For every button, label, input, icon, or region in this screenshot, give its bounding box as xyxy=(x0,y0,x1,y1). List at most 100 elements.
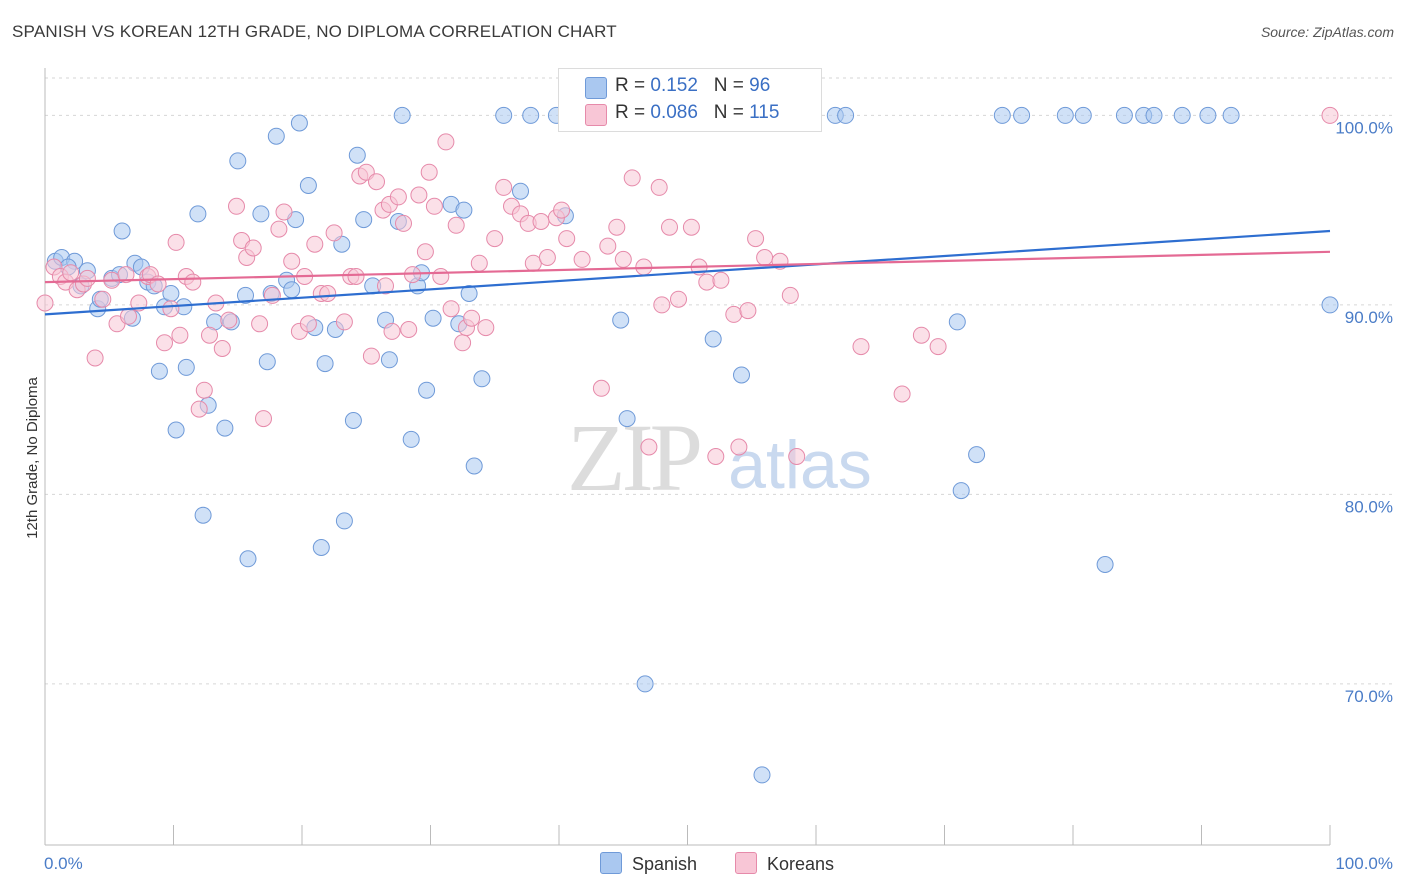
korean-point xyxy=(190,400,208,418)
korean-point xyxy=(244,239,262,257)
korean-point xyxy=(756,249,774,266)
r-label: R = xyxy=(615,75,651,96)
spanish-point xyxy=(1321,296,1339,314)
korean-point xyxy=(524,254,542,272)
spanish-point xyxy=(229,152,247,170)
spanish-point xyxy=(216,419,234,437)
y-axis-label: 12th Grade, No Diploma xyxy=(24,376,41,538)
korean-trend-line xyxy=(44,250,1331,284)
spanish-point xyxy=(1222,106,1240,124)
korean-point xyxy=(640,438,658,456)
spanish-point xyxy=(993,106,1011,124)
korean-point xyxy=(195,381,213,399)
korean-point xyxy=(377,277,394,295)
spanish-trend-line xyxy=(44,229,1331,316)
spanish-point xyxy=(1115,106,1133,124)
x-tick-label: 0.0% xyxy=(44,854,83,873)
korean-point xyxy=(156,334,173,352)
spanish-point xyxy=(299,177,317,194)
spanish-point xyxy=(335,512,353,530)
korean-point xyxy=(425,197,443,215)
spanish-point xyxy=(1145,106,1163,124)
spanish-point xyxy=(948,313,966,331)
n-value: 96 xyxy=(749,75,771,96)
korean-point xyxy=(347,268,365,285)
spanish-point xyxy=(837,106,855,124)
legend-label: Koreans xyxy=(767,854,835,874)
spanish-point xyxy=(1096,556,1114,573)
korean-point xyxy=(94,290,112,308)
korean-point xyxy=(463,309,481,327)
spanish-point xyxy=(522,106,540,124)
spanish-point xyxy=(316,355,334,373)
correlation-legend: R = 0.152 N = 96 R = 0.086 N = 115 xyxy=(558,68,822,132)
korean-point xyxy=(781,286,799,304)
korean-point xyxy=(325,224,343,242)
spanish-point xyxy=(258,353,276,371)
korean-point xyxy=(852,338,870,356)
korean-point xyxy=(1321,106,1339,124)
korean-point xyxy=(592,379,610,397)
korean-point xyxy=(306,235,324,253)
n-label: N = xyxy=(713,102,750,123)
legend-item-spanish[interactable]: Spanish xyxy=(600,852,697,875)
spanish-point xyxy=(237,286,254,304)
watermark-zip: ZIP xyxy=(567,404,700,511)
korean-point xyxy=(558,230,576,248)
spanish-point xyxy=(1173,106,1191,124)
spanish-point xyxy=(393,106,411,124)
korean-point xyxy=(437,133,455,151)
spanish-point xyxy=(473,370,491,388)
korean-point xyxy=(275,203,293,221)
source-label: Source: ZipAtlas.com xyxy=(1260,24,1394,40)
spanish-point xyxy=(348,146,366,164)
spanish-point xyxy=(512,182,529,200)
n-value: 115 xyxy=(749,102,780,123)
x-tick-label: 100.0% xyxy=(1335,854,1393,873)
korean-point xyxy=(368,173,385,191)
spanish-point xyxy=(380,351,398,369)
spanish-point xyxy=(267,127,285,145)
spanish-point xyxy=(1074,106,1092,124)
korean-point xyxy=(283,252,301,270)
korean-point xyxy=(220,311,238,329)
korean-point xyxy=(470,254,488,272)
spanish-point xyxy=(312,539,330,556)
korean-point xyxy=(184,273,202,291)
korean-point xyxy=(319,285,337,302)
spanish-swatch xyxy=(585,77,607,99)
spanish-point xyxy=(1013,106,1031,124)
koreans-swatch xyxy=(735,852,757,874)
korean-point xyxy=(730,438,748,456)
korean-point xyxy=(410,186,428,204)
spanish-point xyxy=(150,362,168,380)
r-value: 0.086 xyxy=(650,102,698,123)
korean-point xyxy=(120,307,137,325)
korean-point xyxy=(389,188,407,206)
korean-point xyxy=(912,326,930,344)
korean-point xyxy=(707,448,725,465)
spanish-point xyxy=(239,550,257,568)
korean-point xyxy=(670,290,687,308)
points-layer xyxy=(36,106,1339,784)
legend-item-koreans[interactable]: Koreans xyxy=(735,852,834,875)
spanish-point xyxy=(1056,106,1074,124)
korean-point xyxy=(117,266,135,284)
spanish-point xyxy=(177,358,195,376)
series-legend: Spanish Koreans xyxy=(0,852,1406,878)
axes-layer: 70.0% 80.0% 90.0% 100.0% 0.0% 100.0% xyxy=(44,68,1393,873)
spanish-point xyxy=(465,457,483,475)
spanish-point xyxy=(424,309,442,327)
spanish-point xyxy=(418,381,436,399)
korean-point xyxy=(477,319,495,337)
spanish-point xyxy=(733,366,750,384)
korean-point xyxy=(442,300,460,318)
spanish-point xyxy=(753,766,771,784)
korean-point xyxy=(395,214,412,232)
korean-point xyxy=(36,294,54,312)
korean-point xyxy=(420,163,438,181)
korean-point xyxy=(251,315,269,333)
korean-point xyxy=(432,268,450,285)
korean-point xyxy=(167,233,185,251)
